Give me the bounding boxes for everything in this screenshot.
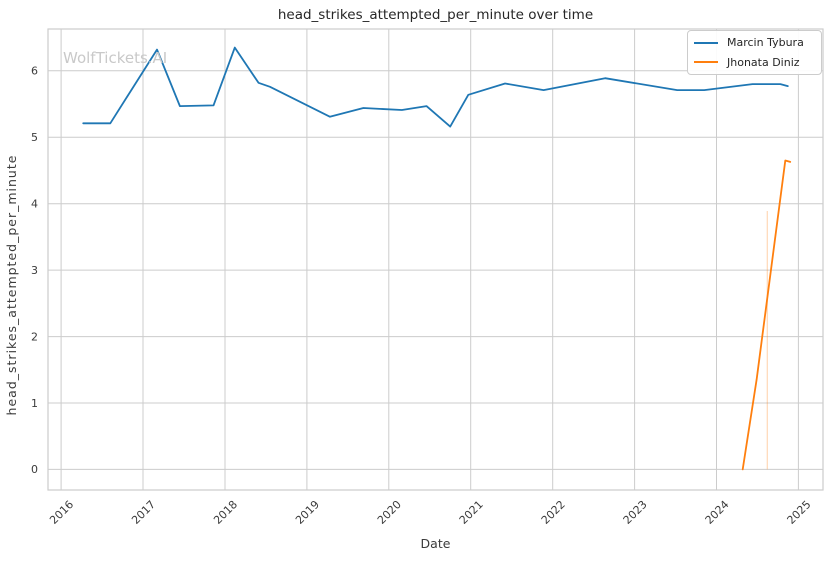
gridlines [48, 29, 823, 490]
x-tick-label-2023: 2023 [621, 498, 650, 527]
watermark: WolfTickets.AI [63, 49, 167, 67]
y-tick-label-5: 5 [31, 131, 38, 144]
y-axis-ticks: 0 1 2 3 4 5 6 [31, 65, 38, 477]
y-tick-label-0: 0 [31, 463, 38, 476]
legend-line-sample [694, 61, 718, 64]
y-tick-label-4: 4 [31, 198, 38, 211]
legend-label: Marcin Tybura [727, 36, 804, 50]
y-tick-label-1: 1 [31, 397, 38, 410]
y-axis-label: head_strikes_attempted_per_minute [4, 155, 19, 416]
plot-area [48, 29, 823, 490]
series-line-jhonata-diniz [741, 159, 792, 471]
x-tick-label-2021: 2021 [457, 498, 486, 527]
x-tick-label-2024: 2024 [703, 498, 732, 527]
plot-border [47, 28, 824, 491]
x-axis-ticks: 2016 2017 2018 2019 2020 2021 2022 2023 2024 2025 [47, 498, 813, 527]
x-tick-label-2016: 2016 [47, 498, 76, 527]
legend: Marcin Tybura Jhonata Diniz [687, 30, 822, 75]
series-line-marcin-tybura [82, 46, 789, 128]
legend-label: Jhonata Diniz [727, 55, 800, 69]
legend-item-jhonata-diniz: Jhonata Diniz [694, 55, 815, 71]
y-tick-label-6: 6 [31, 65, 38, 78]
legend-line-sample [694, 41, 718, 44]
chart-title: head_strikes_attempted_per_minute over t… [278, 7, 593, 23]
legend-item-marcin-tybura: Marcin Tybura [694, 35, 815, 51]
x-tick-label-2025: 2025 [785, 498, 814, 527]
series-lines [82, 46, 792, 471]
y-tick-label-3: 3 [31, 264, 38, 277]
y-tick-label-2: 2 [31, 330, 38, 343]
x-tick-label-2017: 2017 [129, 498, 158, 527]
x-axis-label: Date [421, 536, 451, 551]
x-tick-label-2019: 2019 [293, 498, 322, 527]
x-tick-label-2018: 2018 [211, 498, 240, 527]
x-tick-label-2020: 2020 [375, 498, 404, 527]
x-tick-label-2022: 2022 [539, 498, 568, 527]
